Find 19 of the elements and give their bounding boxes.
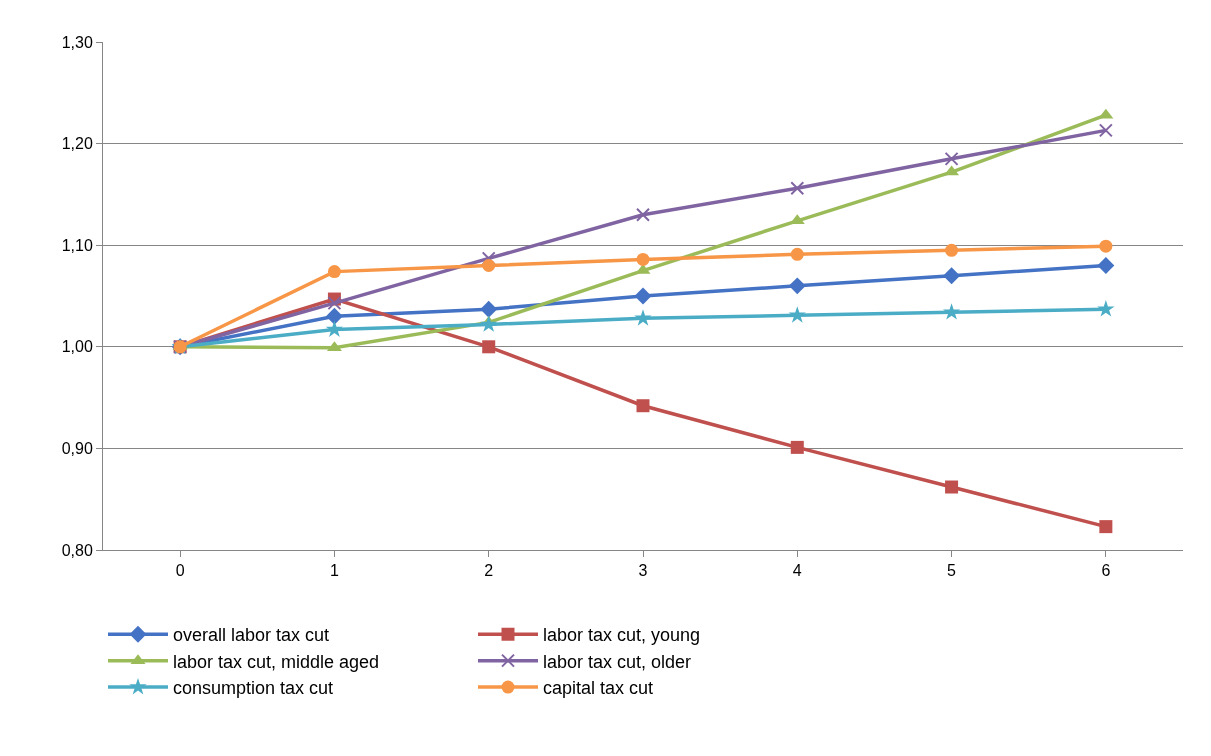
legend-label: overall labor tax cut (173, 625, 330, 646)
y-tick-label: 1,30 (61, 33, 93, 51)
legend-label: consumption tax cut (173, 678, 334, 699)
x-tick-label: 4 (792, 562, 802, 580)
x-tick-label: 5 (947, 562, 957, 580)
y-tick-label: 1,10 (61, 236, 93, 254)
legend-label: capital tax cut (543, 678, 654, 699)
y-tick-label: 0,90 (61, 440, 93, 457)
legend-label: labor tax cut, young (543, 625, 701, 646)
y-tick-label: 0,80 (61, 541, 93, 559)
legend-label: labor tax cut, older (543, 651, 692, 672)
legend-label: labor tax cut, middle aged (173, 651, 380, 672)
y-tick-label: 1,20 (61, 135, 93, 153)
x-tick-label: 2 (484, 562, 494, 580)
x-tick-label: 0 (175, 562, 185, 580)
x-tick-label: 6 (1101, 562, 1111, 580)
x-tick-label: 3 (638, 562, 648, 580)
x-tick-label: 1 (329, 562, 339, 580)
y-tick-label: 1,00 (61, 338, 93, 356)
